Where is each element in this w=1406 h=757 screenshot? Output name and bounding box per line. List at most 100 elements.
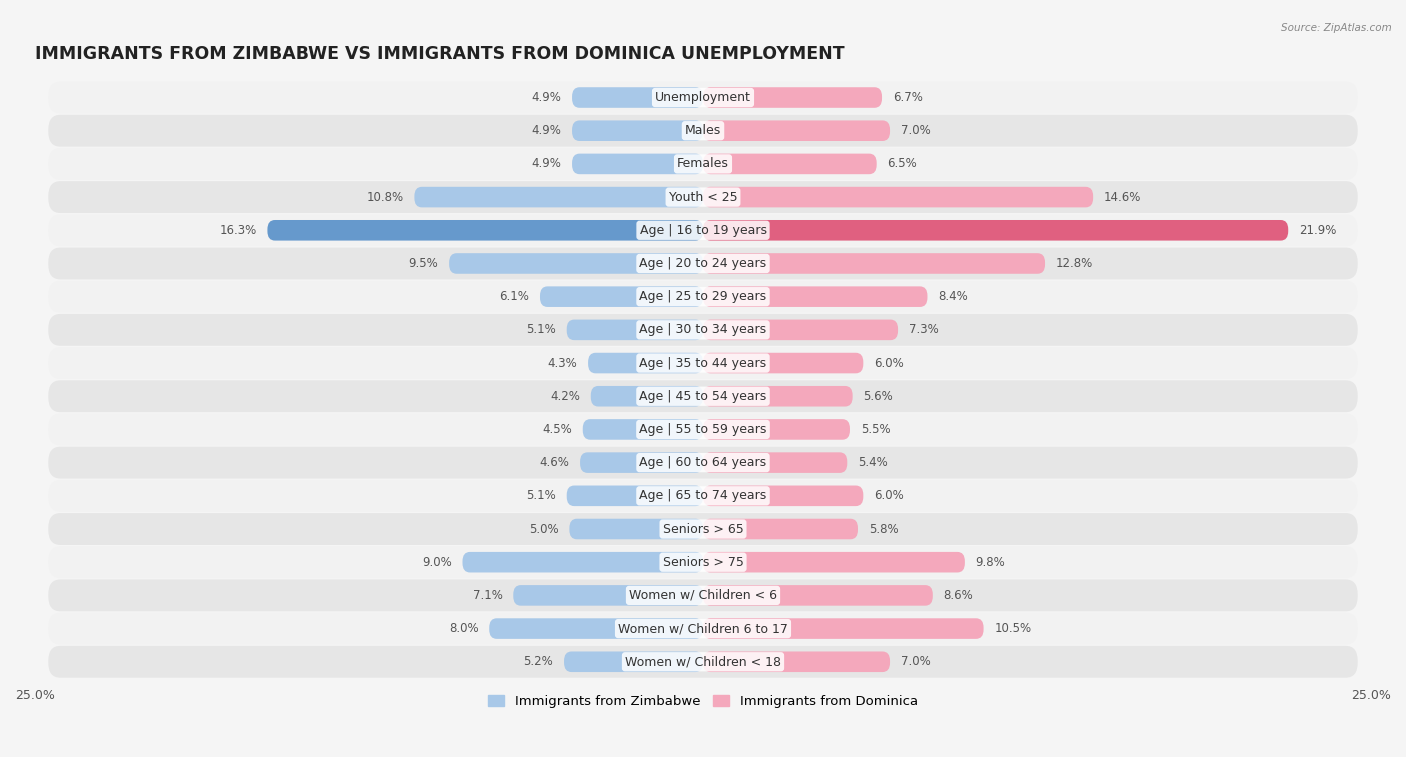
FancyBboxPatch shape xyxy=(703,453,848,473)
Text: 4.3%: 4.3% xyxy=(548,357,578,369)
Text: 7.3%: 7.3% xyxy=(908,323,939,336)
Text: Females: Females xyxy=(678,157,728,170)
FancyBboxPatch shape xyxy=(703,120,890,141)
FancyBboxPatch shape xyxy=(703,386,852,407)
FancyBboxPatch shape xyxy=(703,220,1288,241)
Text: 5.8%: 5.8% xyxy=(869,522,898,535)
FancyBboxPatch shape xyxy=(703,319,898,340)
Text: 8.6%: 8.6% xyxy=(943,589,973,602)
Text: Age | 55 to 59 years: Age | 55 to 59 years xyxy=(640,423,766,436)
Text: 9.8%: 9.8% xyxy=(976,556,1005,569)
FancyBboxPatch shape xyxy=(703,552,965,572)
FancyBboxPatch shape xyxy=(48,547,1358,578)
FancyBboxPatch shape xyxy=(569,519,703,539)
FancyBboxPatch shape xyxy=(703,485,863,506)
FancyBboxPatch shape xyxy=(703,253,1045,274)
Text: Age | 60 to 64 years: Age | 60 to 64 years xyxy=(640,456,766,469)
Text: 12.8%: 12.8% xyxy=(1056,257,1092,270)
FancyBboxPatch shape xyxy=(703,286,928,307)
FancyBboxPatch shape xyxy=(703,419,851,440)
FancyBboxPatch shape xyxy=(48,214,1358,246)
Text: 6.5%: 6.5% xyxy=(887,157,917,170)
Text: 4.9%: 4.9% xyxy=(531,91,561,104)
Text: 5.1%: 5.1% xyxy=(526,323,555,336)
FancyBboxPatch shape xyxy=(48,281,1358,313)
Text: 9.0%: 9.0% xyxy=(422,556,451,569)
Text: 6.7%: 6.7% xyxy=(893,91,922,104)
Text: 7.0%: 7.0% xyxy=(901,656,931,668)
Text: 5.0%: 5.0% xyxy=(529,522,558,535)
Text: 6.0%: 6.0% xyxy=(875,489,904,503)
Text: Age | 65 to 74 years: Age | 65 to 74 years xyxy=(640,489,766,503)
FancyBboxPatch shape xyxy=(48,447,1358,478)
Text: 4.2%: 4.2% xyxy=(550,390,581,403)
FancyBboxPatch shape xyxy=(48,612,1358,644)
Text: 4.9%: 4.9% xyxy=(531,124,561,137)
FancyBboxPatch shape xyxy=(48,380,1358,412)
Legend: Immigrants from Zimbabwe, Immigrants from Dominica: Immigrants from Zimbabwe, Immigrants fro… xyxy=(482,690,924,713)
Text: Age | 16 to 19 years: Age | 16 to 19 years xyxy=(640,224,766,237)
Text: Age | 20 to 24 years: Age | 20 to 24 years xyxy=(640,257,766,270)
FancyBboxPatch shape xyxy=(703,585,932,606)
Text: 5.5%: 5.5% xyxy=(860,423,890,436)
Text: 5.2%: 5.2% xyxy=(523,656,554,668)
Text: 5.1%: 5.1% xyxy=(526,489,555,503)
FancyBboxPatch shape xyxy=(564,652,703,672)
Text: 16.3%: 16.3% xyxy=(219,224,257,237)
Text: Youth < 25: Youth < 25 xyxy=(669,191,737,204)
FancyBboxPatch shape xyxy=(48,115,1358,147)
Text: 5.6%: 5.6% xyxy=(863,390,893,403)
Text: 7.1%: 7.1% xyxy=(472,589,502,602)
FancyBboxPatch shape xyxy=(48,181,1358,213)
Text: 14.6%: 14.6% xyxy=(1104,191,1142,204)
FancyBboxPatch shape xyxy=(588,353,703,373)
FancyBboxPatch shape xyxy=(48,480,1358,512)
FancyBboxPatch shape xyxy=(540,286,703,307)
Text: 8.0%: 8.0% xyxy=(449,622,478,635)
FancyBboxPatch shape xyxy=(591,386,703,407)
Text: 4.5%: 4.5% xyxy=(543,423,572,436)
Text: 10.5%: 10.5% xyxy=(994,622,1032,635)
Text: 21.9%: 21.9% xyxy=(1299,224,1336,237)
FancyBboxPatch shape xyxy=(48,314,1358,346)
FancyBboxPatch shape xyxy=(267,220,703,241)
Text: 4.9%: 4.9% xyxy=(531,157,561,170)
Text: Women w/ Children < 6: Women w/ Children < 6 xyxy=(628,589,778,602)
Text: Age | 30 to 34 years: Age | 30 to 34 years xyxy=(640,323,766,336)
Text: 6.0%: 6.0% xyxy=(875,357,904,369)
FancyBboxPatch shape xyxy=(463,552,703,572)
FancyBboxPatch shape xyxy=(703,519,858,539)
Text: 5.4%: 5.4% xyxy=(858,456,887,469)
Text: Males: Males xyxy=(685,124,721,137)
FancyBboxPatch shape xyxy=(513,585,703,606)
FancyBboxPatch shape xyxy=(48,82,1358,114)
FancyBboxPatch shape xyxy=(48,148,1358,180)
FancyBboxPatch shape xyxy=(48,513,1358,545)
Text: Unemployment: Unemployment xyxy=(655,91,751,104)
FancyBboxPatch shape xyxy=(572,154,703,174)
Text: Women w/ Children 6 to 17: Women w/ Children 6 to 17 xyxy=(619,622,787,635)
FancyBboxPatch shape xyxy=(48,248,1358,279)
Text: 9.5%: 9.5% xyxy=(409,257,439,270)
FancyBboxPatch shape xyxy=(48,347,1358,379)
FancyBboxPatch shape xyxy=(703,87,882,107)
FancyBboxPatch shape xyxy=(703,652,890,672)
FancyBboxPatch shape xyxy=(572,87,703,107)
FancyBboxPatch shape xyxy=(415,187,703,207)
FancyBboxPatch shape xyxy=(449,253,703,274)
Text: Women w/ Children < 18: Women w/ Children < 18 xyxy=(626,656,780,668)
Text: 10.8%: 10.8% xyxy=(367,191,404,204)
Text: Age | 25 to 29 years: Age | 25 to 29 years xyxy=(640,290,766,303)
Text: Age | 45 to 54 years: Age | 45 to 54 years xyxy=(640,390,766,403)
Text: 8.4%: 8.4% xyxy=(938,290,967,303)
Text: Source: ZipAtlas.com: Source: ZipAtlas.com xyxy=(1281,23,1392,33)
FancyBboxPatch shape xyxy=(703,154,877,174)
FancyBboxPatch shape xyxy=(48,646,1358,678)
Text: Seniors > 65: Seniors > 65 xyxy=(662,522,744,535)
FancyBboxPatch shape xyxy=(703,353,863,373)
FancyBboxPatch shape xyxy=(48,579,1358,612)
FancyBboxPatch shape xyxy=(582,419,703,440)
FancyBboxPatch shape xyxy=(581,453,703,473)
FancyBboxPatch shape xyxy=(703,618,984,639)
Text: 6.1%: 6.1% xyxy=(499,290,529,303)
